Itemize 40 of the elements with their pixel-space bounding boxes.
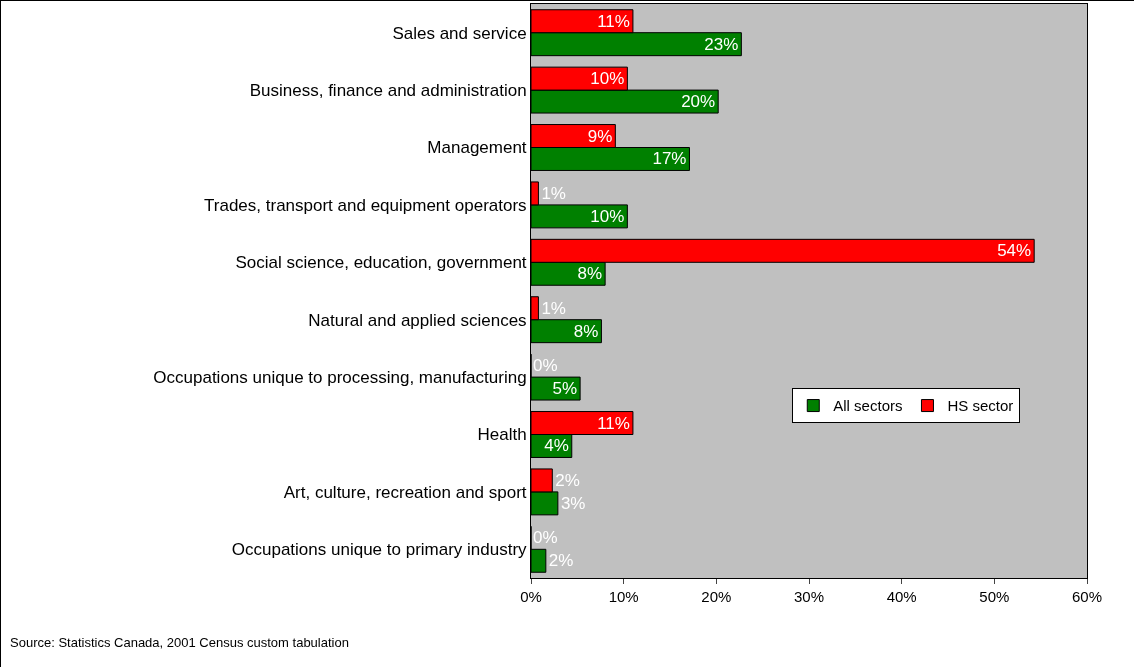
data-label: 2% — [548, 551, 574, 571]
y-tick-label: Natural and applied sciences — [308, 310, 527, 330]
y-tick-label: Business, finance and administration — [249, 81, 527, 101]
legend-label: All sectors — [833, 397, 903, 415]
data-label: 9% — [587, 126, 613, 146]
y-tick-label: Management — [427, 138, 527, 158]
y-tick-label: Trades, transport and equipment operators — [204, 195, 527, 215]
x-tick-label: 50% — [979, 588, 1010, 605]
x-tick-label: 20% — [701, 588, 732, 605]
data-label: 0% — [533, 528, 558, 547]
data-label: 4% — [544, 436, 569, 456]
x-tick-label: 10% — [608, 588, 639, 605]
y-tick-label: Occupations unique to processing, manufacturing — [153, 368, 527, 388]
x-tick-label: 30% — [793, 588, 825, 605]
data-label: 17% — [652, 149, 687, 169]
x-tick-label: 40% — [886, 588, 917, 605]
data-label: 23% — [704, 34, 739, 54]
legend-label: HS sector — [947, 397, 1014, 415]
y-tick-label: Sales and service — [392, 23, 527, 43]
data-label: 2% — [555, 470, 580, 490]
data-label: 8% — [573, 321, 599, 341]
y-tick-label: Occupations unique to primary industry — [231, 540, 528, 560]
data-label: 11% — [597, 11, 630, 31]
x-tick-label: 60% — [1071, 588, 1103, 605]
y-tick-label: Social science, education, government — [235, 253, 527, 273]
data-label: 0% — [533, 356, 558, 375]
data-label: 1% — [541, 298, 566, 318]
x-tick-label: 0% — [520, 588, 542, 605]
y-tick-label: Health — [477, 425, 527, 445]
data-label: 10% — [590, 69, 625, 89]
source-note: Source: Statistics Canada, 2001 Census custom tabulation — [10, 635, 349, 650]
y-tick-label: Art, culture, recreation and sport — [283, 482, 527, 502]
data-label: 3% — [560, 493, 586, 513]
data-label: 10% — [590, 206, 625, 226]
data-label: 20% — [681, 92, 716, 112]
data-label: 8% — [577, 264, 603, 284]
data-label: 11% — [597, 413, 630, 433]
data-label: 5% — [552, 379, 578, 399]
data-label: 1% — [541, 183, 566, 203]
data-label: 54% — [997, 241, 1032, 261]
